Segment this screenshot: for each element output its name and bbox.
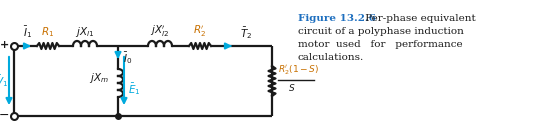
- Text: Per-phase equivalent: Per-phase equivalent: [362, 14, 476, 23]
- Text: $S$: $S$: [288, 82, 296, 93]
- Text: −: −: [0, 109, 9, 122]
- Text: motor  used   for   performance: motor used for performance: [298, 40, 463, 49]
- Text: $\bar{T}_2$: $\bar{T}_2$: [240, 25, 252, 41]
- Text: calculations.: calculations.: [298, 53, 364, 62]
- Text: $R^{\prime}_2(1-S)$: $R^{\prime}_2(1-S)$: [278, 64, 319, 77]
- Text: +: +: [0, 40, 9, 50]
- Text: circuit of a polyphase induction: circuit of a polyphase induction: [298, 27, 464, 36]
- Text: $jX^{\prime}_{l2}$: $jX^{\prime}_{l2}$: [151, 24, 169, 39]
- Text: $R_1$: $R_1$: [42, 25, 55, 39]
- Text: $\bar{I}_0$: $\bar{I}_0$: [123, 50, 132, 66]
- Text: $\bar{V}_1$: $\bar{V}_1$: [0, 73, 9, 89]
- Text: $jX_{l1}$: $jX_{l1}$: [76, 25, 95, 39]
- Text: Figure 13.2.6: Figure 13.2.6: [298, 14, 376, 23]
- Text: $\bar{E}_1$: $\bar{E}_1$: [128, 81, 141, 97]
- Text: $R^{\prime}_2$: $R^{\prime}_2$: [193, 24, 207, 39]
- Text: $jX_m$: $jX_m$: [89, 71, 109, 85]
- Text: $\bar{I}_1$: $\bar{I}_1$: [24, 24, 32, 40]
